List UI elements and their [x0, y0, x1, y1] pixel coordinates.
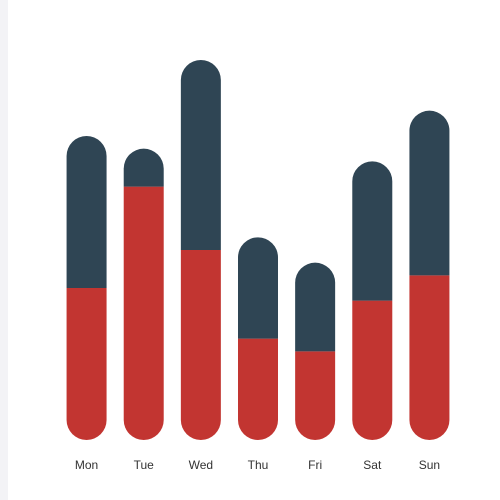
- x-label-sat: Sat: [363, 458, 382, 472]
- x-label-wed: Wed: [189, 458, 213, 472]
- x-label-tue: Tue: [134, 458, 155, 472]
- bar-wed-series-2: [180, 60, 221, 250]
- bar-mon-series-2: [66, 136, 107, 288]
- bar-sat-series-1: [352, 300, 393, 440]
- bar-sun-series-1: [409, 275, 450, 440]
- bar-thu-series-2: [238, 237, 278, 339]
- bar-thu-series-1: [238, 338, 278, 440]
- bar-fri-series-1: [295, 351, 336, 440]
- x-label-thu: Thu: [248, 458, 269, 472]
- x-axis-labels: Mon Tue Wed Thu Fri Sat Sun: [75, 458, 440, 472]
- bar-fri-series-2: [295, 262, 336, 352]
- left-edge-strip: [0, 0, 8, 500]
- bar-tue-series-2: [123, 148, 164, 187]
- bar-tue-series-1: [123, 186, 164, 440]
- bars-group: [66, 60, 450, 440]
- x-label-fri: Fri: [308, 458, 322, 472]
- bar-mon-series-1: [66, 288, 107, 440]
- bar-sun-series-2: [409, 110, 450, 276]
- bar-sat-series-2: [352, 161, 393, 301]
- bar-wed-series-1: [180, 250, 221, 440]
- x-label-sun: Sun: [419, 458, 440, 472]
- x-label-mon: Mon: [75, 458, 98, 472]
